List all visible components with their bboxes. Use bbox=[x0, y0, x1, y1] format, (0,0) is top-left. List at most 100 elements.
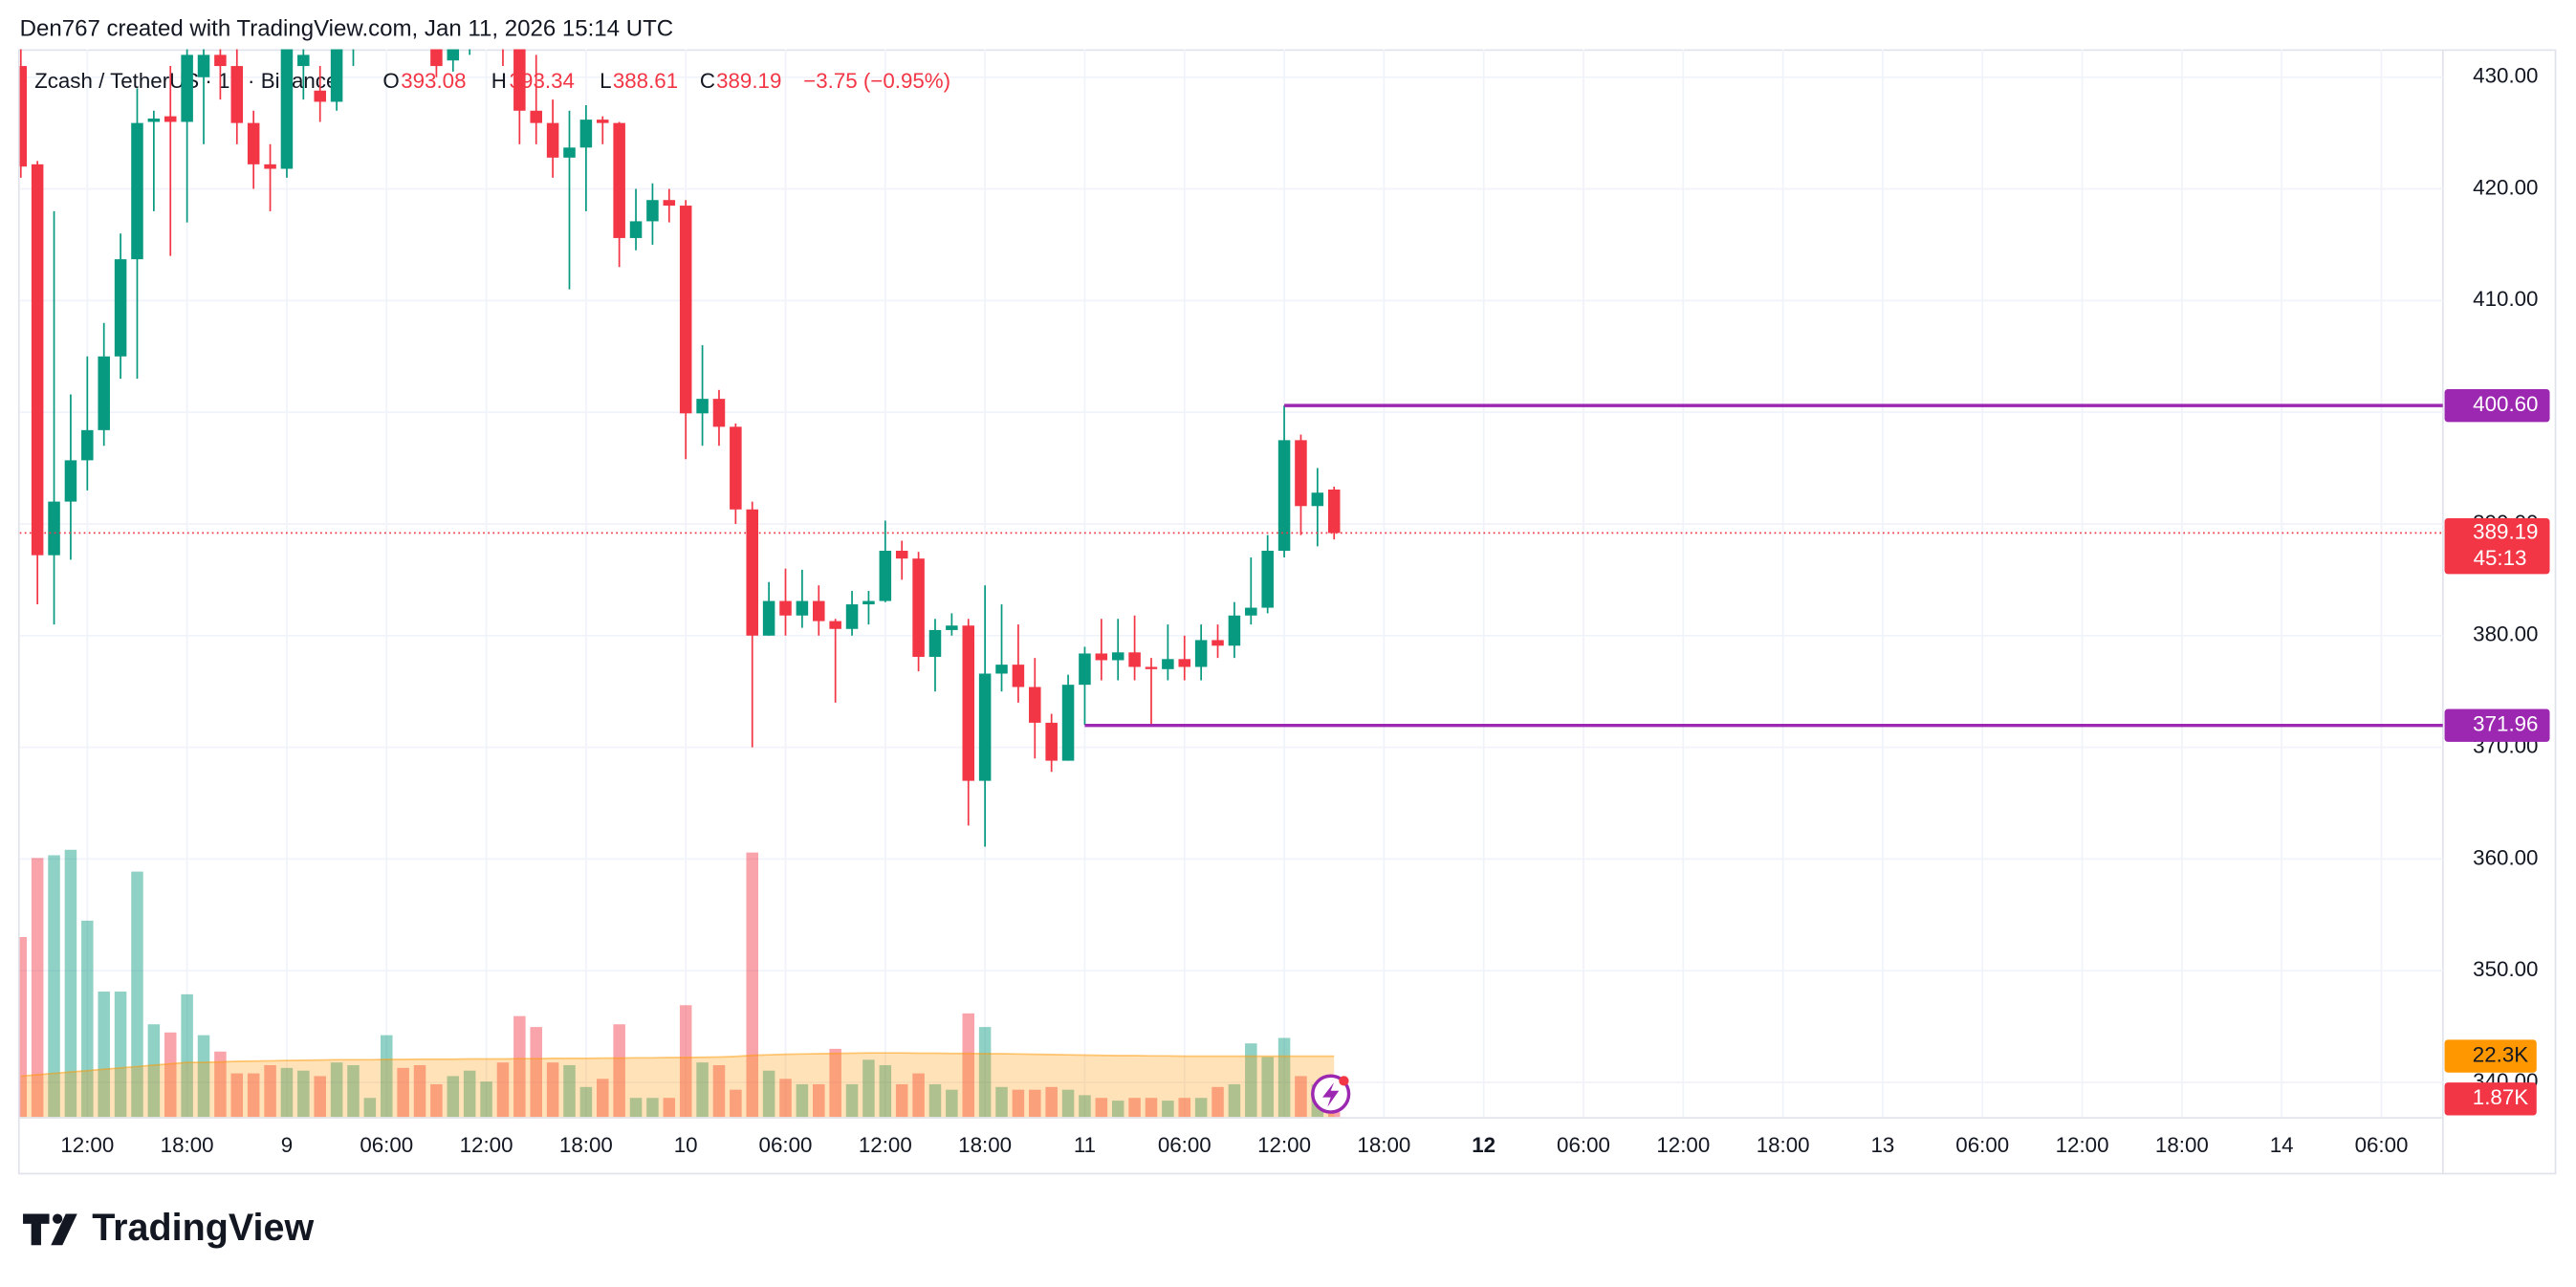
volume-bar bbox=[663, 1098, 676, 1118]
x-tick-label: 13 bbox=[1871, 1133, 1895, 1157]
volume-bar bbox=[978, 1027, 992, 1118]
volume-bar bbox=[480, 1081, 492, 1118]
candle-body bbox=[81, 429, 94, 461]
volume-ma-area bbox=[20, 1053, 1335, 1118]
candle-body bbox=[1228, 615, 1241, 646]
candle-body bbox=[730, 426, 742, 510]
x-tick-label: 18:00 bbox=[161, 1133, 214, 1157]
volume-bar bbox=[912, 1073, 925, 1118]
legend-value: 393.08 bbox=[401, 69, 466, 93]
candle-body bbox=[114, 259, 127, 357]
volume-bar bbox=[1194, 1098, 1208, 1118]
candle-body bbox=[597, 120, 609, 123]
volume-bar bbox=[1228, 1083, 1241, 1118]
candle-body bbox=[1162, 659, 1174, 669]
volume-bar bbox=[380, 1035, 393, 1118]
volume-bar bbox=[762, 1070, 775, 1118]
candle-body bbox=[314, 90, 326, 102]
volume-ma-line bbox=[20, 1052, 1335, 1078]
candle-body bbox=[696, 399, 709, 414]
candle-body bbox=[48, 501, 60, 556]
volume-bar bbox=[131, 871, 143, 1118]
volume-bar bbox=[147, 1024, 161, 1118]
volume-bar bbox=[845, 1083, 859, 1118]
volume-bar bbox=[597, 1079, 609, 1118]
legend-change: −3.75 (−0.95%) bbox=[803, 69, 950, 93]
candle-body bbox=[746, 509, 758, 636]
chart-frame bbox=[17, 49, 2557, 1175]
volume-bar bbox=[746, 852, 758, 1118]
volume-bar bbox=[1178, 1098, 1191, 1118]
candle-body bbox=[131, 122, 143, 260]
volume-bar bbox=[928, 1083, 942, 1118]
volume-bar bbox=[1212, 1086, 1224, 1118]
volume-bar bbox=[81, 920, 94, 1118]
candle-body bbox=[579, 120, 593, 148]
volume-bar bbox=[297, 1070, 310, 1118]
candle-body bbox=[1045, 722, 1058, 761]
logo: TradingView bbox=[23, 1207, 314, 1249]
legend-key: H bbox=[491, 69, 507, 93]
volume-bar bbox=[796, 1083, 809, 1118]
volume-bar bbox=[1295, 1076, 1307, 1118]
volume-bar bbox=[1029, 1089, 1041, 1118]
candle-body bbox=[1079, 653, 1091, 686]
candle-body bbox=[1277, 440, 1291, 551]
volume-bar bbox=[164, 1032, 177, 1118]
x-tick-label: 14 bbox=[2270, 1133, 2294, 1157]
volume-bar bbox=[19, 936, 28, 1118]
x-tick-label: 9 bbox=[281, 1133, 293, 1157]
volume-bar bbox=[1327, 1111, 1341, 1118]
x-tick-label: 12 bbox=[1472, 1133, 1495, 1157]
volume-bar bbox=[530, 1027, 542, 1118]
volume-bar bbox=[895, 1083, 908, 1118]
candle-body bbox=[546, 122, 559, 158]
candle-body bbox=[147, 118, 161, 122]
volume-bar bbox=[463, 1070, 476, 1118]
volume-bar bbox=[646, 1098, 659, 1118]
volume-bar bbox=[197, 1035, 210, 1118]
legend-key: L bbox=[600, 69, 611, 93]
candle-body bbox=[19, 66, 28, 167]
legend: Zcash / TetherUS · 1h · Binance O 393.08 H… bbox=[34, 69, 950, 93]
volume-ma-tag-label: 22.3K bbox=[2473, 1043, 2528, 1067]
volume-bar bbox=[1111, 1101, 1124, 1118]
candle-body bbox=[563, 147, 576, 158]
volume-bar bbox=[1061, 1089, 1075, 1118]
alert-icon bbox=[1311, 1074, 1351, 1114]
candle-body bbox=[197, 55, 210, 77]
volume-bar bbox=[513, 1015, 526, 1118]
volume-bar bbox=[1128, 1098, 1141, 1118]
volume-bar bbox=[1079, 1095, 1091, 1118]
header: Den767 created with TradingView.com, Jan… bbox=[20, 15, 674, 41]
volume-bar bbox=[879, 1065, 892, 1118]
volume-bar bbox=[496, 1062, 510, 1118]
legend-value: 389.19 bbox=[716, 69, 781, 93]
x-tick-label: 12:00 bbox=[1257, 1133, 1311, 1157]
candle-body bbox=[1128, 652, 1141, 667]
x-tick-label: 18:00 bbox=[958, 1133, 1012, 1157]
candle-body bbox=[895, 550, 908, 559]
volume-bar bbox=[1145, 1098, 1158, 1118]
volume-bar bbox=[330, 1062, 343, 1118]
candle-body bbox=[646, 200, 659, 222]
candle-body bbox=[978, 673, 992, 781]
candle-body bbox=[762, 600, 775, 636]
volume-bar bbox=[1045, 1086, 1058, 1118]
brand: TradingView bbox=[92, 1207, 314, 1249]
volume-bar bbox=[962, 1013, 975, 1118]
candle-body bbox=[247, 122, 260, 164]
x-tick-label: 06:00 bbox=[2355, 1133, 2409, 1157]
axes: 340.00350.00360.00370.00380.00390.00400.… bbox=[60, 64, 2550, 1157]
candle-body bbox=[1095, 653, 1108, 661]
x-tick-label: 06:00 bbox=[759, 1133, 813, 1157]
volume-tag bbox=[2444, 1082, 2537, 1116]
volume-bar bbox=[114, 992, 127, 1118]
candle-body bbox=[447, 49, 460, 61]
x-tick-label: 12:00 bbox=[1656, 1133, 1710, 1157]
volume-bar bbox=[995, 1086, 1008, 1118]
candle-body bbox=[181, 55, 193, 122]
x-tick-label: 12:00 bbox=[60, 1133, 114, 1157]
